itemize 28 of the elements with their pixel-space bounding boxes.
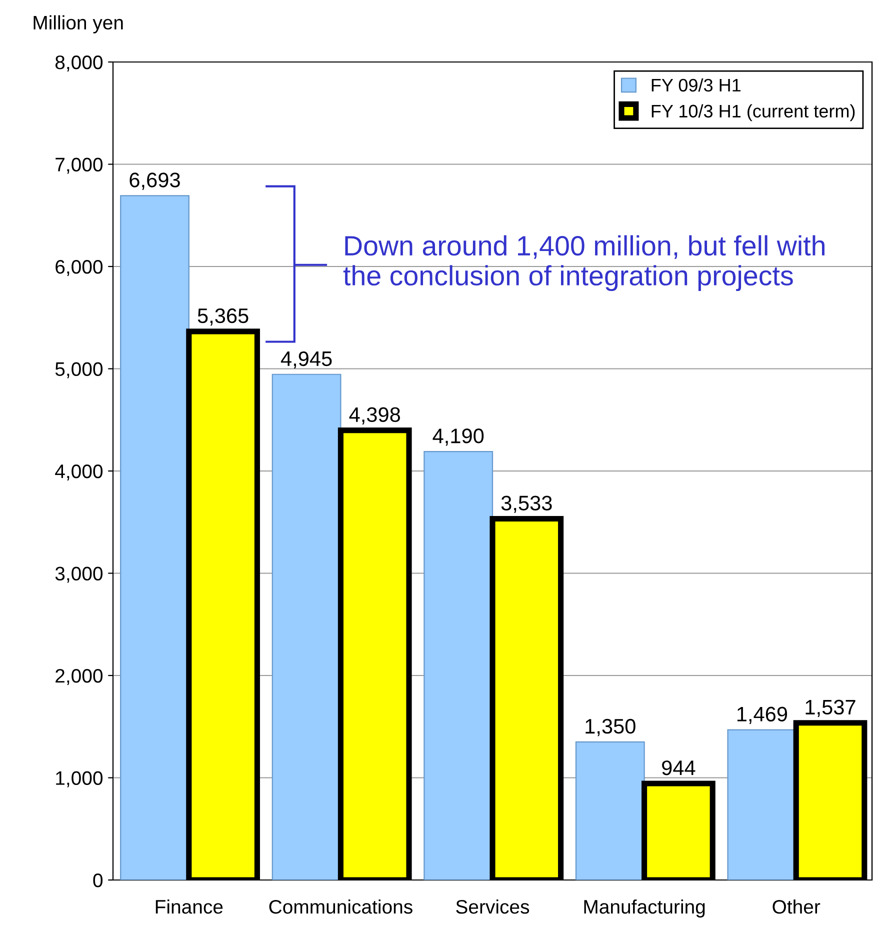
x-tick-label: Communications (269, 899, 412, 914)
y-tick-label: 6,000 (56, 260, 103, 276)
y-tick-label: 2,000 (56, 668, 103, 686)
legend-label: FY 09/3 H1 (652, 78, 741, 92)
y-tick-label: 0 (93, 873, 103, 888)
text: 4,398 (349, 407, 400, 424)
y-tick-label: 4,000 (55, 464, 103, 481)
text: 1,350 (586, 718, 636, 736)
x-tick-label: Manufacturing (584, 899, 705, 918)
text: 4,945 (280, 351, 332, 369)
x-tick-label: Services (456, 899, 530, 914)
text: 5,365 (198, 308, 248, 326)
y-tick-label: 8,000 (55, 55, 103, 72)
text: 1,537 (806, 700, 856, 718)
text: 4,190 (432, 428, 484, 446)
x-tick-label: Other (772, 899, 820, 914)
y-tick-label: 5,000 (55, 362, 103, 378)
text: 3,533 (501, 496, 552, 513)
legend-label: FY 10/3 H1 (current term) (652, 104, 855, 122)
text: 944 (662, 760, 696, 776)
y-axis-title: Million yen (34, 15, 123, 34)
y-tick-label: 1,000 (56, 771, 103, 788)
x-tick-label: Finance (156, 899, 223, 914)
text: 6,693 (130, 172, 180, 190)
text: 1,469 (737, 706, 788, 724)
y-tick-label: 7,000 (56, 158, 103, 174)
y-tick-label: 3,000 (55, 566, 103, 583)
annotation: Down around 1,400 million, but fell with the conclusion of integration projects (343, 235, 824, 292)
